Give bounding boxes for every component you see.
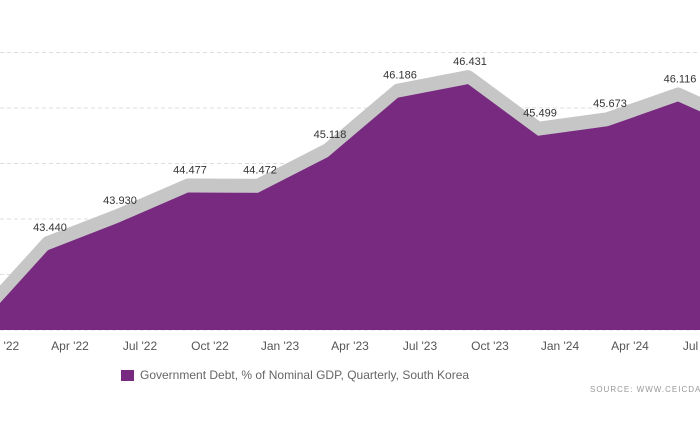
x-tick-label: Jan '23	[261, 339, 300, 353]
x-tick-label: Jan '22	[0, 339, 19, 353]
legend-label: Government Debt, % of Nominal GDP, Quart…	[140, 368, 469, 382]
x-tick-label: Apr '23	[331, 339, 369, 353]
x-tick-label: Jul '23	[403, 339, 438, 353]
value-label: 43.930	[103, 195, 137, 207]
value-label: 46.186	[383, 70, 417, 82]
band	[0, 70, 700, 307]
x-tick-label: Jul '24	[683, 339, 700, 353]
value-label: 44.477	[173, 164, 207, 176]
value-label: 45.118	[314, 129, 347, 141]
value-label: 43.440	[33, 222, 67, 234]
legend-swatch	[121, 370, 134, 381]
value-label: 45.499	[523, 108, 557, 120]
x-tick-label: Jul '22	[123, 339, 158, 353]
value-label: 44.472	[243, 165, 277, 177]
x-tick-label: Oct '22	[191, 339, 229, 353]
x-tick-label: Apr '24	[611, 339, 649, 353]
value-label: 46.116	[664, 73, 697, 85]
x-tick-label: Apr '22	[51, 339, 89, 353]
area	[0, 84, 700, 330]
x-tick-label: Jan '24	[541, 339, 580, 353]
value-label: 46.431	[453, 56, 487, 68]
x-tick-label: Oct '23	[471, 339, 509, 353]
value-label: 45.673	[593, 98, 627, 110]
source: SOURCE: WWW.CEICDATA.COM	[590, 385, 700, 394]
